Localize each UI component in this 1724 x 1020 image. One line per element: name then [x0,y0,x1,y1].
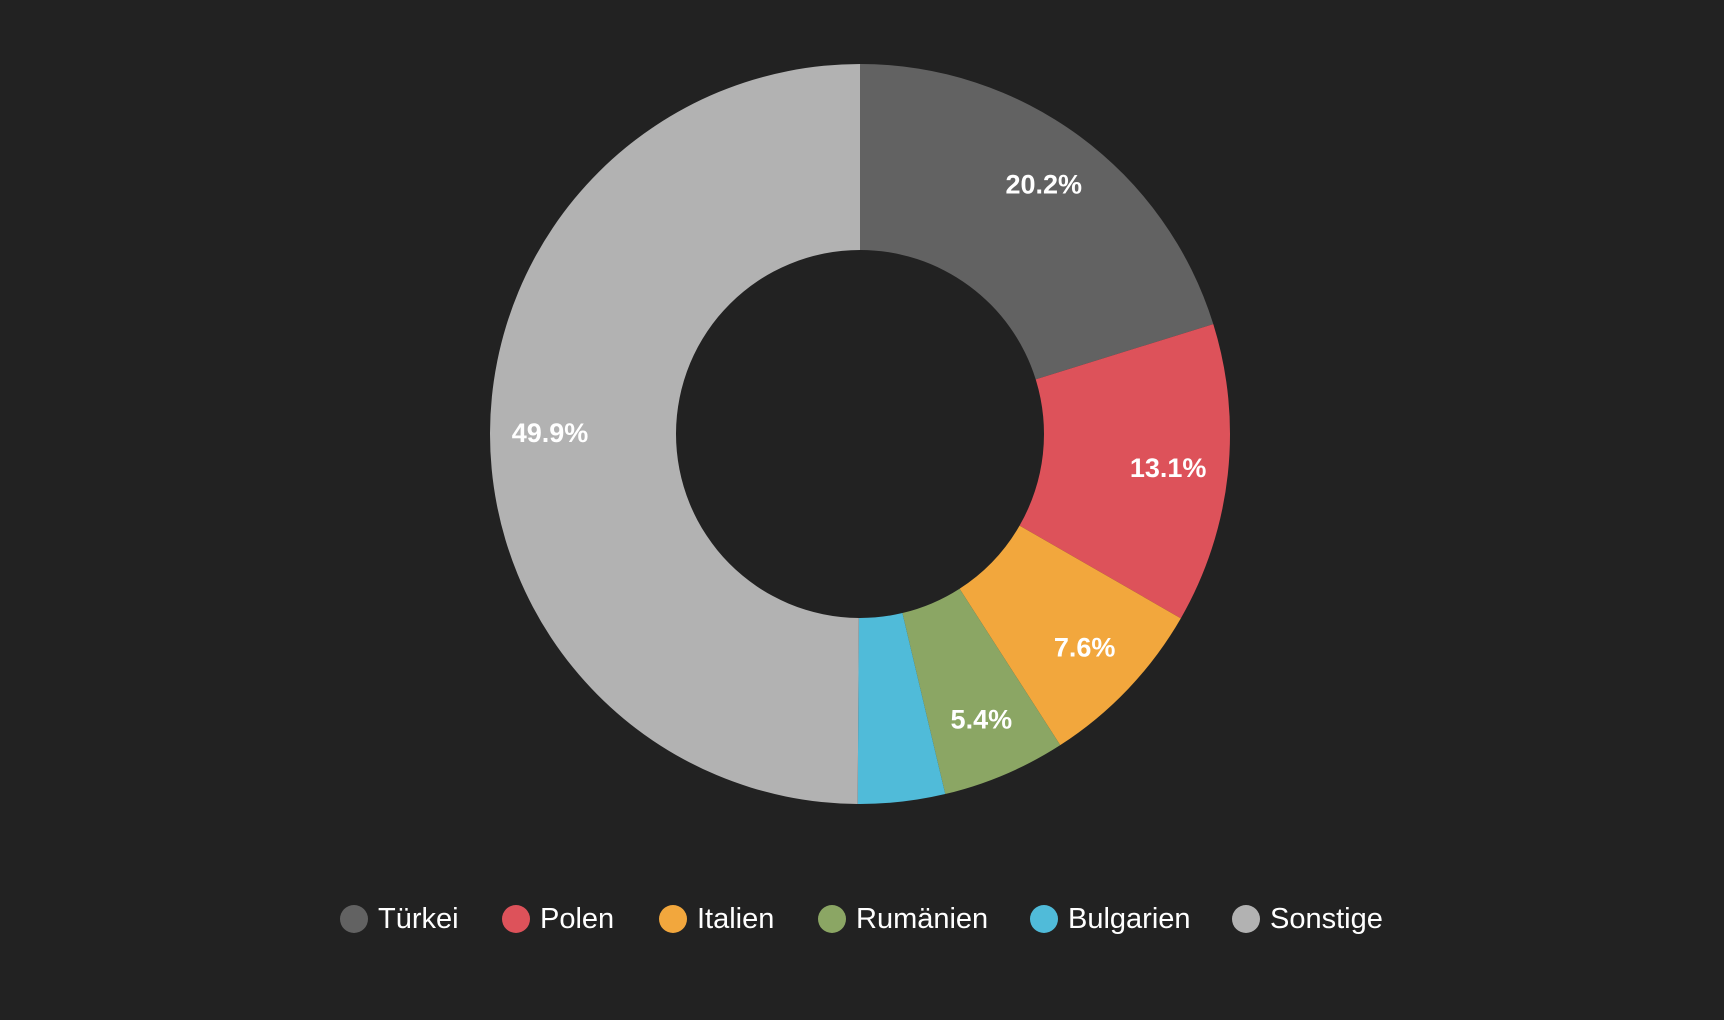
legend-item-bulgarien[interactable]: Bulgarien [1030,896,1191,942]
slice-label-italien: 7.6% [1054,633,1116,663]
slice-bulgarien[interactable] [857,613,946,804]
legend-item-sonstige[interactable]: Sonstige [1232,896,1383,942]
legend-item-rumänien[interactable]: Rumänien [818,896,988,942]
legend-label: Polen [540,902,615,935]
slice-rumänien[interactable] [902,588,1061,795]
legend-label: Türkei [378,902,459,935]
slice-label-polen: 13.1% [1130,453,1207,483]
slice-labels-group: 20.2% 13.1% 7.6% 5.4% 49.9% [512,169,1207,734]
chart-legend: Türkei Polen Italien Rumänien Bulgarien Sonst… [0,896,1724,942]
slice-italien[interactable] [959,525,1181,746]
slice-türkei[interactable] [860,64,1214,380]
legend-swatch [1232,905,1260,933]
legend-swatch [818,905,846,933]
slice-sonstige[interactable] [490,64,860,804]
legend-swatch [340,905,368,933]
legend-label: Bulgarien [1068,902,1191,935]
slice-polen[interactable] [1019,324,1230,619]
slice-label-sonstige: 49.9% [512,418,589,448]
slice-label-türkei: 20.2% [1006,169,1083,199]
legend-item-polen[interactable]: Polen [502,896,614,942]
legend-swatch [1030,905,1058,933]
legend-swatch [502,905,530,933]
legend-label: Italien [697,902,775,935]
legend-label: Rumänien [856,902,989,935]
slice-label-rumänien: 5.4% [951,704,1013,734]
slices-group [490,64,1230,804]
legend-label: Sonstige [1270,902,1383,935]
legend-item-italien[interactable]: Italien [659,896,774,942]
legend-swatch [659,905,687,933]
legend-item-türkei[interactable]: Türkei [340,896,459,942]
